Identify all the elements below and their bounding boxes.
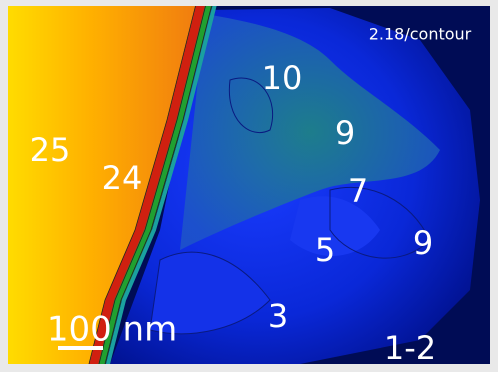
- region-label: 24: [102, 159, 143, 197]
- region-label: 1-2: [384, 329, 436, 367]
- scale-bar-label: 100 nm: [47, 310, 177, 350]
- region-label: 5: [315, 231, 335, 269]
- contour-annotation: 2.18/contour: [369, 25, 472, 44]
- region-label: 25: [30, 131, 71, 169]
- region-label: 10: [262, 59, 303, 97]
- region-label: 7: [348, 172, 368, 210]
- region-label: 9: [413, 224, 433, 262]
- region-label: 9: [335, 114, 355, 152]
- region-labels: 25 24 10 9 75 9 3 1-2: [30, 59, 436, 367]
- region-label: 3: [268, 297, 288, 335]
